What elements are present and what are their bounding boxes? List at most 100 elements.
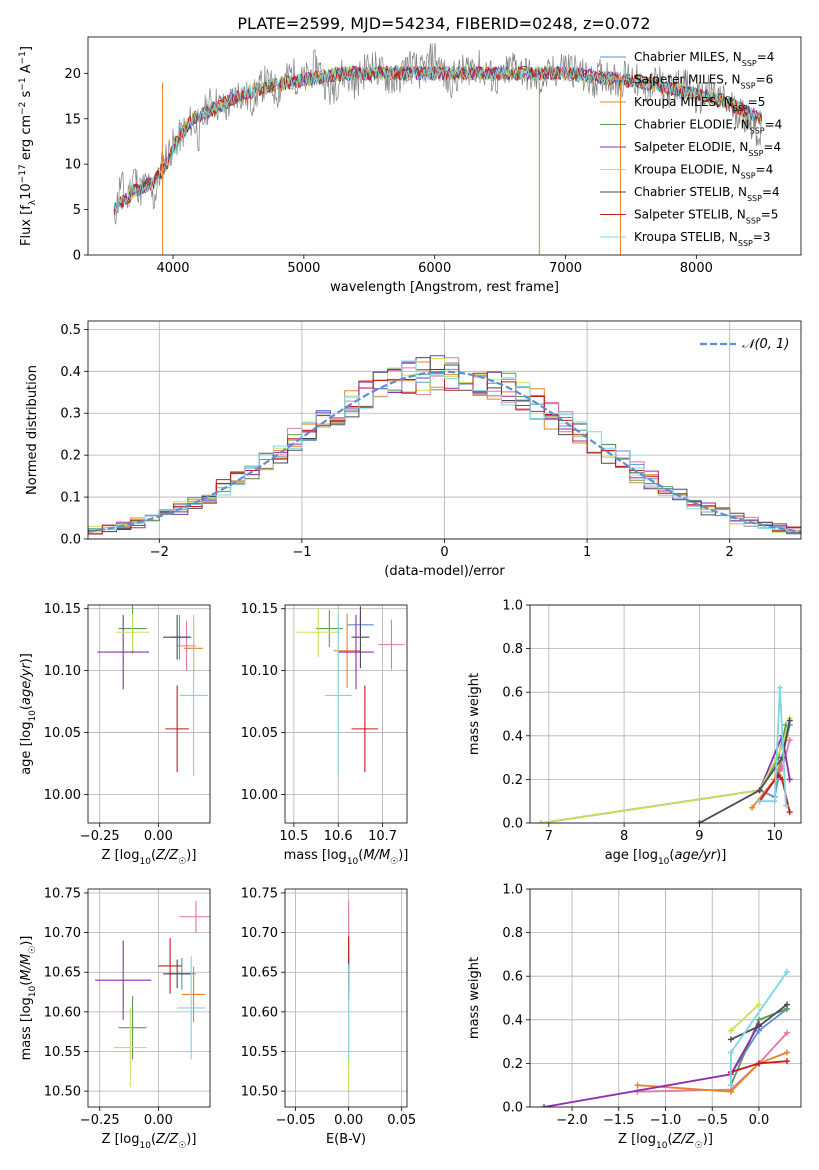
label-part: (: [667, 1132, 672, 1147]
x-axis-label: Z [log10(Z/Z☉)]: [102, 848, 197, 867]
y-tick-label: 10: [64, 158, 81, 173]
label-part: )]: [186, 1132, 196, 1147]
spectrum-panel: 4000 5000 6000 7000 8000 0 5 10 15 20 wavelength […: [18, 36, 802, 295]
weight-marker: [727, 1036, 734, 1043]
x-tick-label: 0.00: [144, 1113, 173, 1128]
x-tick-label: 7: [545, 829, 553, 844]
weight-marker: [749, 804, 756, 811]
label-part: (: [19, 705, 34, 710]
weight-marker: [783, 1058, 790, 1065]
weight-marker: [756, 798, 763, 805]
label-part: )]: [716, 848, 726, 863]
axes-frame: [529, 888, 802, 1108]
x-tick-label: 2: [726, 545, 734, 560]
label-part: s: [19, 90, 34, 101]
legend-text: Kroupa MILES, N: [634, 95, 733, 109]
legend-text: =4: [756, 163, 774, 177]
x-tick-label: 5000: [287, 261, 320, 276]
x-tick-label: 7000: [549, 261, 582, 276]
legend-sub: SSP: [741, 81, 756, 90]
label-part: (: [669, 848, 674, 863]
weight-line: [541, 718, 791, 823]
axes-frame: [529, 604, 802, 824]
weight-marker: [786, 737, 793, 744]
weight-line: [730, 1003, 760, 1032]
residuals-plot-area: [88, 355, 801, 535]
label-part: (: [151, 1132, 156, 1147]
label-part: Z/Z: [155, 1132, 179, 1147]
label-part: −17: [18, 164, 28, 183]
label-part: age/yr: [674, 848, 717, 863]
weight-marker: [727, 1027, 734, 1034]
weight-marker: [727, 1082, 734, 1089]
x-tick-label: −2: [150, 545, 169, 560]
legend-text: =6: [756, 73, 774, 87]
weight-marker: [541, 1104, 548, 1107]
normal-reference-curve: [88, 370, 801, 533]
x-axis-label: E(B-V): [326, 1132, 366, 1147]
label-part: age [log: [19, 722, 34, 775]
y-tick-label: 0.1: [60, 491, 81, 506]
x-axis-label: age [log10(age/yr)]: [605, 848, 727, 867]
label-part: Flux [f: [19, 205, 34, 246]
y-tick-label: 0.2: [502, 1057, 523, 1072]
spectrum-plot-area: [113, 42, 763, 255]
y-axis-label: mass weight: [467, 957, 482, 1039]
legend-text: Salpeter STELIB, N: [634, 208, 746, 222]
x-tick-label: −1: [292, 545, 311, 560]
y-axis-label: mass [log10(M/M☉)]: [19, 936, 38, 1061]
legend-text: =4: [757, 50, 775, 64]
axes-frame: [284, 604, 408, 824]
legend-text: Salpeter ELODIE, N: [634, 140, 748, 154]
weight-marker: [783, 968, 790, 975]
label-part: 10: [347, 857, 359, 867]
legend-label: 𝒩(0, 1): [742, 337, 789, 352]
y-tick-label: 10.10: [44, 664, 81, 679]
y-tick-label: 0.0: [502, 817, 523, 832]
weight-marker: [756, 787, 763, 794]
label-part: Z/Z: [672, 1132, 696, 1147]
y-tick-label: 10.50: [44, 1085, 81, 1100]
legend-sub: SSP: [746, 216, 761, 225]
label-part: (data-model)/error: [384, 564, 505, 579]
z_weight-panel: −2.0 −1.5 −1.0 −0.5 0.0 0.0 0.2 0.4 0.6 0.8 1.0 Z […: [467, 883, 802, 1151]
weight-marker: [783, 1049, 790, 1056]
label-part: Z [log: [618, 1132, 656, 1147]
legend-sub: SSP: [747, 194, 762, 203]
y-tick-label: 0.4: [60, 365, 81, 380]
legend-label: Chabrier ELODIE, NSSP=4: [634, 118, 782, 136]
residuals-panel: −2 −1 0 1 2 0.0 0.1 0.2 0.3 0.4 0.5 (data-model)/er…: [25, 320, 802, 579]
y-tick-label: 10.75: [241, 886, 278, 901]
label-part: −1: [18, 77, 28, 90]
y-tick-label: 10.00: [44, 788, 81, 803]
y-tick-label: 15: [64, 112, 81, 127]
label-part: )]: [186, 848, 196, 863]
y-tick-label: 0.5: [60, 323, 81, 338]
x-axis-label: mass [log10(M/M☉)]: [284, 848, 409, 867]
mass_vs_age-panel: 10.5 10.6 10.7 10.00 10.05 10.10 10.15 mass [lo…: [241, 602, 409, 867]
legend-text: Chabrier STELIB, N: [634, 185, 747, 199]
y-axis-label: age [log10(age/yr)]: [19, 653, 38, 775]
y-tick-label: 10.55: [241, 1045, 278, 1060]
legend-sub: SSP: [748, 149, 763, 158]
x-tick-label: 10: [766, 829, 783, 844]
label-part: 10: [19, 183, 34, 200]
label-part: Z/Z: [155, 848, 179, 863]
y-axis-label: mass weight: [467, 673, 482, 755]
x-tick-label: 0: [440, 545, 448, 560]
x-tick-label: 10.5: [279, 829, 308, 844]
legend-sub: SSP: [741, 171, 756, 180]
z_vs_mass-panel: −0.25 0.00 10.50 10.55 10.60 10.65 10.70 10.75 Z…: [19, 886, 211, 1151]
y-tick-label: 10.55: [44, 1045, 81, 1060]
y-tick-label: 10.00: [241, 788, 278, 803]
weight-marker: [783, 1001, 790, 1008]
legend-text: =4: [765, 118, 783, 132]
x-axis-label: wavelength [Angstrom, rest frame]: [330, 280, 559, 295]
y-tick-label: 10.60: [241, 1005, 278, 1020]
x-tick-label: −0.25: [80, 1113, 120, 1128]
x-tick-label: −1.5: [603, 1113, 635, 1128]
y-axis-label: Flux [fλ10−17 erg cm−2 s−1 A−1]: [18, 46, 38, 246]
label-part: A: [19, 64, 34, 77]
